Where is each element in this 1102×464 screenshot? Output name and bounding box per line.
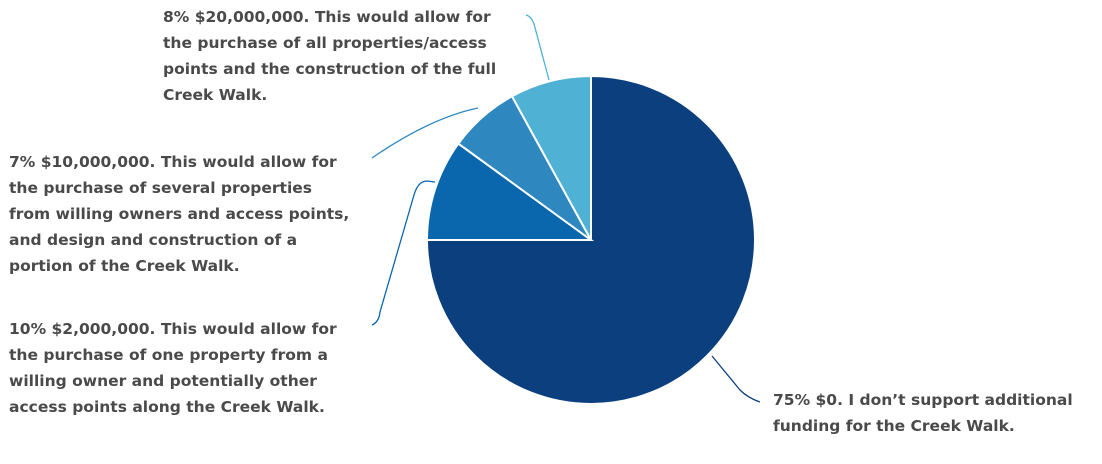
- pie-slice-8: [510, 74, 592, 241]
- pie-slice-10: [425, 142, 595, 241]
- slice-label-8: 8% $20,000,000. This would allow for the…: [163, 8, 497, 104]
- slice-label-10: 10% $2,000,000. This would allow for the…: [9, 320, 337, 416]
- leader-line-8: [525, 14, 550, 81]
- leader-line-7: [371, 107, 479, 159]
- leader-line-75: [711, 355, 761, 403]
- slice-label-7: 7% $10,000,000. This would allow for the…: [9, 153, 350, 275]
- leader-line-10: [371, 180, 436, 326]
- pie-slice-75: [425, 74, 756, 405]
- pie-slices: [425, 74, 756, 405]
- slice-label-75: 75% $0. I don’t support additional fundi…: [773, 391, 1073, 435]
